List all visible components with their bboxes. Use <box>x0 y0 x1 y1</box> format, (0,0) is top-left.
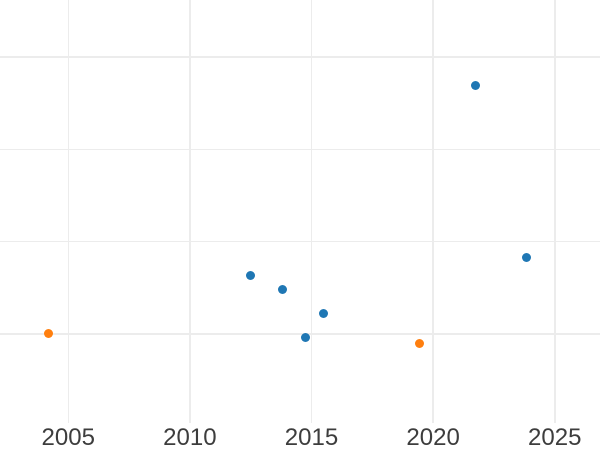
x-tick-label: 2010 <box>163 424 217 450</box>
gridline-vertical <box>67 0 69 423</box>
x-tick-label: 2020 <box>406 424 460 450</box>
gridline-horizontal <box>0 148 600 151</box>
data-point-series-blue <box>522 252 532 262</box>
gridline-horizontal <box>0 240 600 243</box>
data-point-series-blue <box>246 271 256 281</box>
data-point-series-orange <box>44 328 54 338</box>
x-tick-label: 2005 <box>41 424 95 450</box>
gridline-horizontal <box>0 56 600 58</box>
gridline-vertical <box>432 0 434 423</box>
data-point-series-blue <box>471 81 481 91</box>
x-tick-label: 2015 <box>284 424 339 450</box>
gridline-vertical <box>310 0 313 423</box>
data-point-series-blue <box>277 285 287 295</box>
x-tick-label: 2025 <box>528 424 582 450</box>
data-point-series-orange <box>415 338 425 348</box>
gridline-horizontal <box>0 333 600 335</box>
data-point-series-blue <box>319 309 329 319</box>
data-point-series-blue <box>300 333 310 343</box>
gridline-vertical <box>189 0 191 423</box>
gridline-vertical <box>554 0 556 423</box>
